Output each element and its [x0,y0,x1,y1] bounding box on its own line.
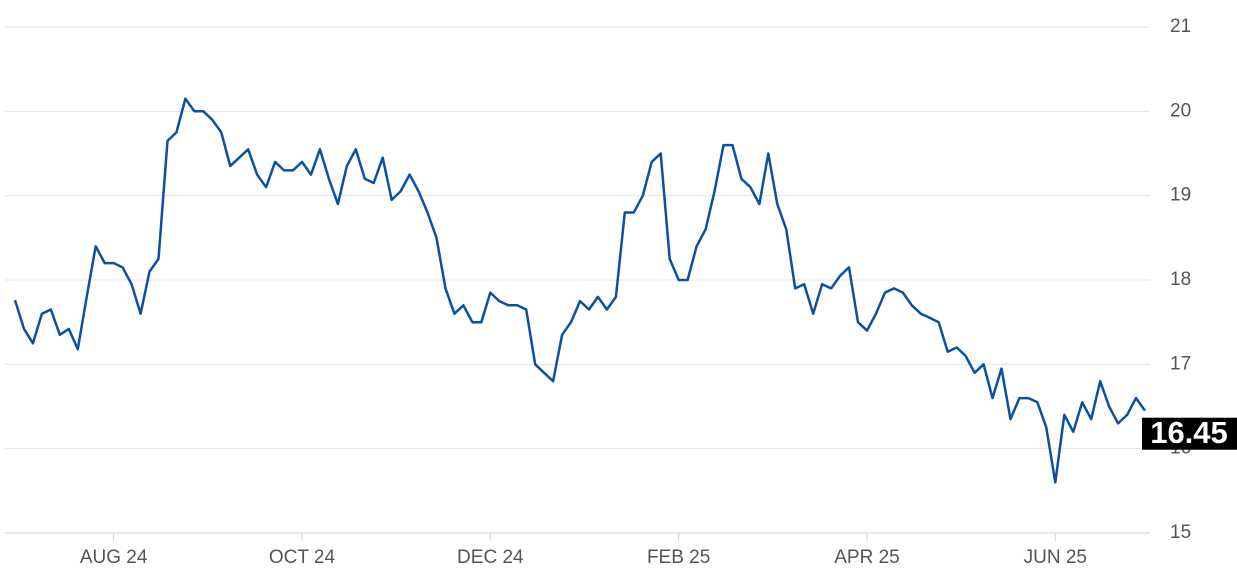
last-value-label: 16.45 [1150,415,1228,450]
y-tick-label: 20 [1170,100,1191,121]
x-tick-label: APR 25 [834,547,899,568]
y-tick-label: 18 [1170,269,1191,290]
y-tick-label: 19 [1170,185,1191,206]
y-tick-label: 17 [1170,353,1191,374]
x-tick-label: AUG 24 [80,547,148,568]
last-value-box [1142,417,1237,450]
y-tick-label: 15 [1170,522,1191,543]
y-tick-label: 21 [1170,16,1191,37]
x-tick-label: JUN 25 [1024,547,1087,568]
x-tick-label: OCT 24 [269,547,336,568]
x-tick-label: FEB 25 [647,547,710,568]
price-line [13,97,1147,484]
x-tick-label: DEC 24 [457,547,524,568]
